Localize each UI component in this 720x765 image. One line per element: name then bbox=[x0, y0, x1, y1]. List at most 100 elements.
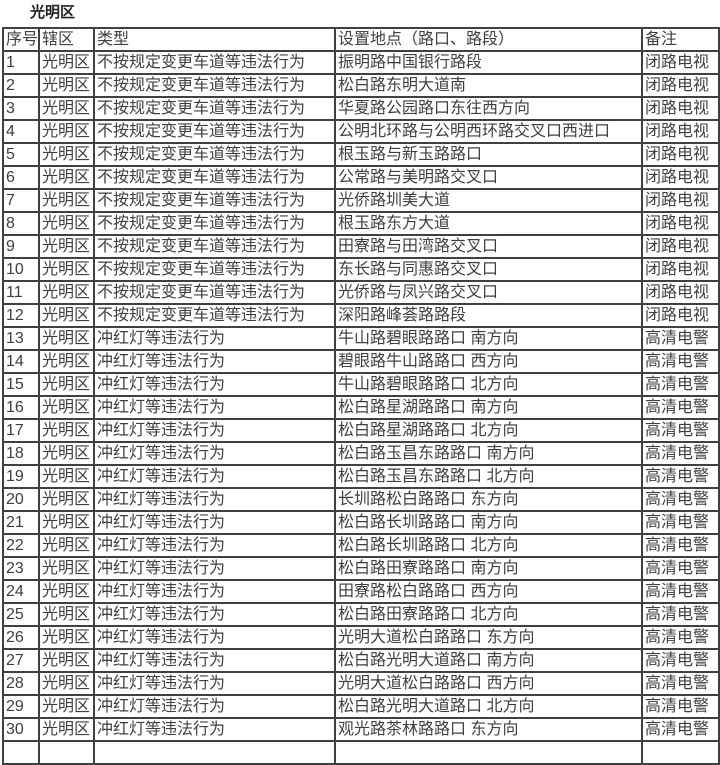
cell-remark: 闭路电视 bbox=[641, 280, 720, 305]
cell-type: 不按规定变更车道等违法行为 bbox=[93, 119, 336, 144]
column-header-district: 辖区 bbox=[38, 27, 95, 52]
table-row: 18 光明区 冲红灯等违法行为 松白路玉昌东路路口 南方向 高清电警 bbox=[2, 441, 720, 466]
cell-remark: 闭路电视 bbox=[641, 234, 720, 259]
cell-type: 不按规定变更车道等违法行为 bbox=[93, 50, 336, 75]
cell-district: 光明区 bbox=[38, 556, 95, 581]
cell-type: 冲红灯等违法行为 bbox=[93, 694, 336, 719]
cell-type: 不按规定变更车道等违法行为 bbox=[93, 280, 336, 305]
cell-district: 光明区 bbox=[38, 73, 95, 98]
cell-remark: 高清电警 bbox=[641, 441, 720, 466]
cell-remark: 闭路电视 bbox=[641, 303, 720, 328]
cell-no: 16 bbox=[2, 395, 40, 420]
table-row: 8 光明区 不按规定变更车道等违法行为 根玉路东方大道 闭路电视 bbox=[2, 211, 720, 236]
cell-district: 光明区 bbox=[38, 349, 95, 374]
cell-location: 光明大道松白路路口 东方向 bbox=[334, 625, 643, 650]
cell-type: 冲红灯等违法行为 bbox=[93, 418, 336, 443]
cell-type: 冲红灯等违法行为 bbox=[93, 487, 336, 512]
table-row: 4 光明区 不按规定变更车道等违法行为 公明北环路与公明西环路交叉口西进口 闭路… bbox=[2, 119, 720, 144]
cell-location: 松白路田寮路路口 北方向 bbox=[334, 602, 643, 627]
table-row: 26 光明区 冲红灯等违法行为 光明大道松白路路口 东方向 高清电警 bbox=[2, 625, 720, 650]
cell-remark: 高清电警 bbox=[641, 372, 720, 397]
table-row: 20 光明区 冲红灯等违法行为 长圳路松白路路口 东方向 高清电警 bbox=[2, 487, 720, 512]
column-header-type: 类型 bbox=[93, 27, 336, 52]
cell-district: 光明区 bbox=[38, 234, 95, 259]
cell-district: 光明区 bbox=[38, 257, 95, 282]
cell-remark: 高清电警 bbox=[641, 349, 720, 374]
table-row: 22 光明区 冲红灯等违法行为 松白路长圳路路口 北方向 高清电警 bbox=[2, 533, 720, 558]
cell-no: 15 bbox=[2, 372, 40, 397]
table-row: 6 光明区 不按规定变更车道等违法行为 公常路与美明路交叉口 闭路电视 bbox=[2, 165, 720, 190]
cell-district: 光明区 bbox=[38, 418, 95, 443]
cell-location: 公明北环路与公明西环路交叉口西进口 bbox=[334, 119, 643, 144]
cell-type: 冲红灯等违法行为 bbox=[93, 533, 336, 558]
cell-location: 松白路星湖路路口 南方向 bbox=[334, 395, 643, 420]
cell-district: 光明区 bbox=[38, 303, 95, 328]
table-row: 16 光明区 冲红灯等违法行为 松白路星湖路路口 南方向 高清电警 bbox=[2, 395, 720, 420]
cell-type: 冲红灯等违法行为 bbox=[93, 556, 336, 581]
cell-location: 东长路与同惠路交叉口 bbox=[334, 257, 643, 282]
cell-no: 10 bbox=[2, 257, 40, 282]
cell-location: 松白路光明大道路口 南方向 bbox=[334, 648, 643, 673]
cell-district: 光明区 bbox=[38, 533, 95, 558]
cell-no: 12 bbox=[2, 303, 40, 328]
table-row: 10 光明区 不按规定变更车道等违法行为 东长路与同惠路交叉口 闭路电视 bbox=[2, 257, 720, 282]
cell-no: 2 bbox=[2, 73, 40, 98]
cell-remark: 闭路电视 bbox=[641, 50, 720, 75]
cell-type: 不按规定变更车道等违法行为 bbox=[93, 234, 336, 259]
cell-no: 25 bbox=[2, 602, 40, 627]
cell-district: 光明区 bbox=[38, 602, 95, 627]
cell-no: 7 bbox=[2, 188, 40, 213]
table-row: 25 光明区 冲红灯等违法行为 松白路田寮路路口 北方向 高清电警 bbox=[2, 602, 720, 627]
cell-district: 光明区 bbox=[38, 165, 95, 190]
cell-type: 冲红灯等违法行为 bbox=[93, 602, 336, 627]
cell-no: 4 bbox=[2, 119, 40, 144]
cell-remark: 高清电警 bbox=[641, 648, 720, 673]
cell-district: 光明区 bbox=[38, 96, 95, 121]
cell-type: 冲红灯等违法行为 bbox=[93, 372, 336, 397]
table-row: 5 光明区 不按规定变更车道等违法行为 根玉路与新玉路路口 闭路电视 bbox=[2, 142, 720, 167]
cell-no: 3 bbox=[2, 96, 40, 121]
cell-no: 9 bbox=[2, 234, 40, 259]
table-row: 24 光明区 冲红灯等违法行为 田寮路松白路路口 西方向 高清电警 bbox=[2, 579, 720, 604]
cell-no: 13 bbox=[2, 326, 40, 351]
cell-type bbox=[93, 740, 336, 765]
cell-district: 光明区 bbox=[38, 671, 95, 696]
column-header-no: 序号 bbox=[2, 27, 40, 52]
cell-no: 21 bbox=[2, 510, 40, 535]
cell-type: 冲红灯等违法行为 bbox=[93, 395, 336, 420]
table-row: 11 光明区 不按规定变更车道等违法行为 光侨路与凤兴路交叉口 闭路电视 bbox=[2, 280, 720, 305]
table-row: 27 光明区 冲红灯等违法行为 松白路光明大道路口 南方向 高清电警 bbox=[2, 648, 720, 673]
cell-remark: 高清电警 bbox=[641, 556, 720, 581]
table-row: 7 光明区 不按规定变更车道等违法行为 光侨路圳美大道 闭路电视 bbox=[2, 188, 720, 213]
cell-district: 光明区 bbox=[38, 579, 95, 604]
cell-type: 冲红灯等违法行为 bbox=[93, 464, 336, 489]
cell-type: 不按规定变更车道等违法行为 bbox=[93, 303, 336, 328]
cell-no: 11 bbox=[2, 280, 40, 305]
cell-location: 松白路光明大道路口 北方向 bbox=[334, 694, 643, 719]
cell-location: 光侨路与凤兴路交叉口 bbox=[334, 280, 643, 305]
page-title: 光明区 bbox=[30, 4, 76, 21]
table-row: 3 光明区 不按规定变更车道等违法行为 华夏路公园路口东往西方向 闭路电视 bbox=[2, 96, 720, 121]
cell-no: 26 bbox=[2, 625, 40, 650]
cell-location: 华夏路公园路口东往西方向 bbox=[334, 96, 643, 121]
cell-type: 不按规定变更车道等违法行为 bbox=[93, 257, 336, 282]
cell-district: 光明区 bbox=[38, 510, 95, 535]
cell-district: 光明区 bbox=[38, 395, 95, 420]
cell-location: 长圳路松白路路口 东方向 bbox=[334, 487, 643, 512]
cell-district: 光明区 bbox=[38, 119, 95, 144]
cell-type: 冲红灯等违法行为 bbox=[93, 441, 336, 466]
cell-location: 牛山路碧眼路路口 南方向 bbox=[334, 326, 643, 351]
cell-no: 23 bbox=[2, 556, 40, 581]
cell-location: 根玉路东方大道 bbox=[334, 211, 643, 236]
cell-location: 松白路玉昌东路路口 北方向 bbox=[334, 464, 643, 489]
table-row: 19 光明区 冲红灯等违法行为 松白路玉昌东路路口 北方向 高清电警 bbox=[2, 464, 720, 489]
table-row: 12 光明区 不按规定变更车道等违法行为 深阳路峰荟路路段 闭路电视 bbox=[2, 303, 720, 328]
cell-type: 不按规定变更车道等违法行为 bbox=[93, 211, 336, 236]
cell-location: 松白路玉昌东路路口 南方向 bbox=[334, 441, 643, 466]
cell-remark: 高清电警 bbox=[641, 464, 720, 489]
cell-district: 光明区 bbox=[38, 464, 95, 489]
cell-no: 22 bbox=[2, 533, 40, 558]
cell-remark: 高清电警 bbox=[641, 602, 720, 627]
cell-remark: 高清电警 bbox=[641, 418, 720, 443]
cell-remark: 高清电警 bbox=[641, 579, 720, 604]
